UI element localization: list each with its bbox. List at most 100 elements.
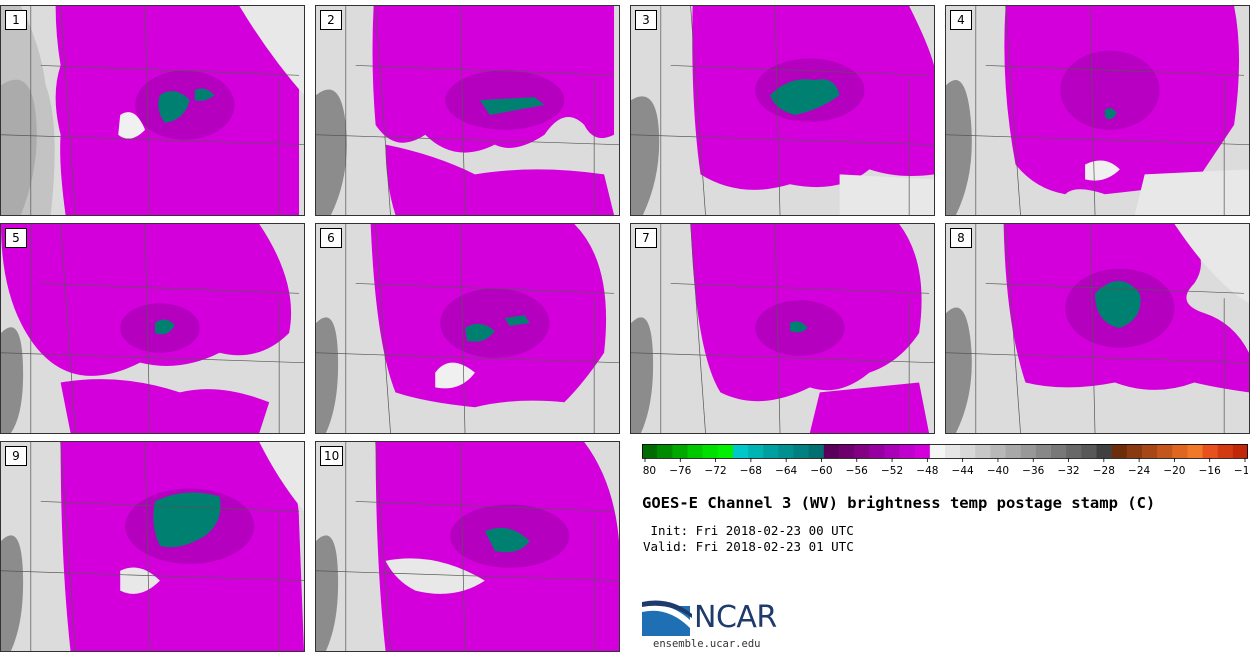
member-label-7: 7 bbox=[635, 228, 657, 248]
map-member-10 bbox=[316, 442, 619, 651]
colorbar-segment bbox=[748, 444, 764, 458]
cloud-magenta bbox=[1, 224, 292, 376]
map-member-6 bbox=[316, 224, 619, 433]
colorbar-segment bbox=[1020, 444, 1037, 458]
colorbar-segment bbox=[899, 444, 916, 458]
state-borders bbox=[316, 224, 619, 433]
valid-time: Valid: Fri 2018-02-23 01 UTC bbox=[643, 539, 854, 554]
colorbar-segment bbox=[1081, 444, 1097, 458]
member-label-6: 6 bbox=[320, 228, 342, 248]
colorbar-segment bbox=[945, 444, 961, 458]
member-panel-7: 7 bbox=[630, 223, 935, 434]
coastal-dark-band bbox=[1, 327, 24, 433]
colorbar-segment bbox=[1126, 444, 1143, 458]
coastal-dark-band bbox=[946, 79, 972, 215]
colorbar-segment bbox=[1005, 444, 1022, 458]
cold-cloud-teal bbox=[770, 79, 840, 115]
cold-cloud-teal-2 bbox=[194, 88, 215, 101]
colorbar-tick-label: −64 bbox=[775, 465, 797, 477]
colorbar-segment bbox=[1172, 444, 1188, 458]
member-label-8: 8 bbox=[950, 228, 972, 248]
colorbar-tick-label: −68 bbox=[740, 465, 762, 477]
map-member-2 bbox=[316, 6, 619, 215]
state-borders bbox=[1, 442, 304, 651]
map-member-4 bbox=[946, 6, 1249, 215]
cloud-magenta-south bbox=[385, 144, 615, 215]
colorbar: −80 −76 −72 −68 −64 −60 −56 −52 −48 −44 −40 −36 −32 −… bbox=[642, 444, 1248, 477]
member-panel-9: 9 bbox=[0, 441, 305, 652]
colorbar-segment bbox=[884, 444, 901, 458]
member-panel-1: 1 bbox=[0, 5, 305, 216]
map-member-9 bbox=[1, 442, 304, 651]
init-time: Init: Fri 2018-02-23 00 UTC bbox=[643, 523, 854, 538]
clear-region bbox=[1134, 169, 1249, 215]
state-borders bbox=[1, 6, 304, 215]
map-member-1 bbox=[1, 6, 304, 215]
colorbar-segment bbox=[990, 444, 1007, 458]
colorbar-segment bbox=[838, 444, 855, 458]
colorbar-outline bbox=[642, 444, 1248, 459]
member-panel-4: 4 bbox=[945, 5, 1250, 216]
cold-cloud-teal bbox=[484, 527, 530, 553]
colorbar-tick-label: −60 bbox=[810, 465, 832, 477]
state-borders bbox=[631, 224, 934, 433]
coastal-gray-band bbox=[1, 6, 55, 215]
clear-band bbox=[385, 558, 485, 594]
cold-cloud-teal-2 bbox=[504, 315, 530, 327]
state-borders bbox=[946, 224, 1249, 433]
ncar-swoosh-icon bbox=[642, 600, 692, 636]
cold-cloud-teal bbox=[465, 323, 495, 342]
colorbar-segment bbox=[960, 444, 976, 458]
colorbar-segment bbox=[914, 444, 931, 458]
colorbar-segment bbox=[763, 444, 779, 458]
colorbar-segment bbox=[732, 444, 749, 458]
member-panel-10: 10 bbox=[315, 441, 620, 652]
coastal-dark-band bbox=[631, 317, 654, 433]
coastal-dark-band bbox=[1, 535, 24, 651]
colorbar-tick-label: −24 bbox=[1128, 465, 1150, 477]
colorbar-tick-label: −52 bbox=[881, 465, 903, 477]
colorbar-segment bbox=[642, 444, 658, 458]
colorbar-tick-label: −40 bbox=[987, 465, 1009, 477]
colorbar-segment bbox=[1232, 444, 1248, 458]
colorbar-tick-label: −80 bbox=[642, 465, 656, 477]
state-borders bbox=[631, 6, 934, 215]
colorbar-segment bbox=[717, 444, 734, 458]
colorbar-segment bbox=[1141, 444, 1158, 458]
colorbar-segment bbox=[657, 444, 673, 458]
colorbar-segment bbox=[1096, 444, 1113, 458]
coastal-dark-band bbox=[631, 96, 660, 215]
dark-magenta-core bbox=[440, 288, 550, 358]
colorbar-tick-label: −44 bbox=[952, 465, 974, 477]
clear-region bbox=[259, 442, 304, 512]
coastal-dark-band bbox=[316, 317, 339, 433]
member-panel-8: 8 bbox=[945, 223, 1250, 434]
colorbar-segment bbox=[869, 444, 885, 458]
colorbar-tick-label: −28 bbox=[1093, 465, 1115, 477]
colorbar-segment bbox=[1051, 444, 1067, 458]
colorbar-tick-label: −32 bbox=[1057, 465, 1079, 477]
state-borders bbox=[316, 442, 619, 651]
colorbar-segment bbox=[1157, 444, 1173, 458]
clear-hole bbox=[120, 567, 160, 594]
colorbar-segment bbox=[808, 444, 825, 458]
state-borders bbox=[1, 224, 304, 433]
member-panel-5: 5 bbox=[0, 223, 305, 434]
cold-cloud-teal bbox=[1095, 280, 1141, 329]
member-label-2: 2 bbox=[320, 10, 342, 30]
map-member-5 bbox=[1, 224, 304, 433]
colorbar-segment bbox=[1035, 444, 1052, 458]
colorbar-segment bbox=[1111, 444, 1128, 458]
colorbar-tick-label: −12 bbox=[1234, 465, 1248, 477]
clear-hole bbox=[435, 362, 475, 389]
member-panel-6: 6 bbox=[315, 223, 620, 434]
member-panel-3: 3 bbox=[630, 5, 935, 216]
clear-region bbox=[839, 174, 934, 215]
clear-hole bbox=[118, 112, 146, 139]
cold-cloud-teal bbox=[1104, 108, 1117, 120]
coastal-dark-band bbox=[316, 89, 347, 215]
map-member-3 bbox=[631, 6, 934, 215]
colorbar-segment bbox=[778, 444, 794, 458]
colorbar-segment bbox=[1187, 444, 1204, 458]
colorbar-segment bbox=[1066, 444, 1082, 458]
